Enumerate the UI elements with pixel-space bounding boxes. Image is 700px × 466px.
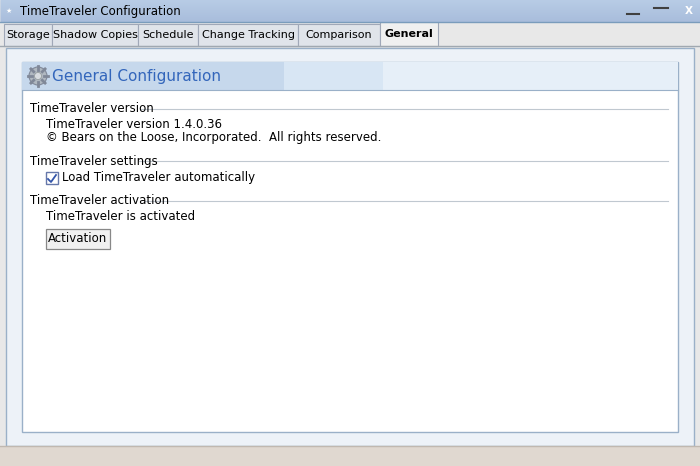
Text: General Configuration: General Configuration — [52, 69, 221, 83]
Circle shape — [3, 5, 15, 17]
Text: Comparison: Comparison — [306, 30, 372, 40]
Circle shape — [34, 73, 41, 80]
Text: TimeTraveler version: TimeTraveler version — [30, 103, 154, 116]
Bar — [6, 48, 694, 446]
Bar — [284, 62, 383, 90]
Text: TimeTraveler Configuration: TimeTraveler Configuration — [20, 5, 181, 18]
Bar — [46, 229, 110, 249]
Text: Activation: Activation — [48, 233, 108, 246]
Bar — [676, 3, 700, 20]
Text: TimeTraveler settings: TimeTraveler settings — [30, 155, 158, 167]
Bar — [138, 24, 198, 46]
Text: General: General — [384, 29, 433, 39]
Text: TimeTraveler is activated: TimeTraveler is activated — [46, 210, 195, 222]
Bar — [383, 62, 678, 90]
Bar — [0, 22, 700, 47]
Bar — [22, 62, 284, 90]
Text: ★: ★ — [6, 8, 12, 14]
Bar — [0, 446, 700, 466]
Text: Schedule: Schedule — [142, 30, 194, 40]
Bar — [620, 3, 646, 20]
Text: © Bears on the Loose, Incorporated.  All rights reserved.: © Bears on the Loose, Incorporated. All … — [46, 131, 382, 144]
Text: TimeTraveler activation: TimeTraveler activation — [30, 194, 169, 207]
Bar — [46, 172, 58, 184]
Text: X: X — [685, 7, 693, 16]
Bar — [648, 3, 674, 20]
Text: Shadow Copies: Shadow Copies — [52, 30, 137, 40]
Bar — [4, 24, 52, 46]
Bar — [198, 24, 298, 46]
Bar — [22, 62, 678, 432]
Bar — [298, 24, 380, 46]
Text: Change Tracking: Change Tracking — [202, 30, 295, 40]
Text: Storage: Storage — [6, 30, 50, 40]
Bar — [380, 22, 438, 46]
Circle shape — [29, 67, 47, 85]
Text: TimeTraveler version 1.4.0.36: TimeTraveler version 1.4.0.36 — [46, 117, 222, 130]
Text: Load TimeTraveler automatically: Load TimeTraveler automatically — [62, 171, 255, 185]
Bar — [654, 7, 668, 17]
Bar — [52, 24, 138, 46]
